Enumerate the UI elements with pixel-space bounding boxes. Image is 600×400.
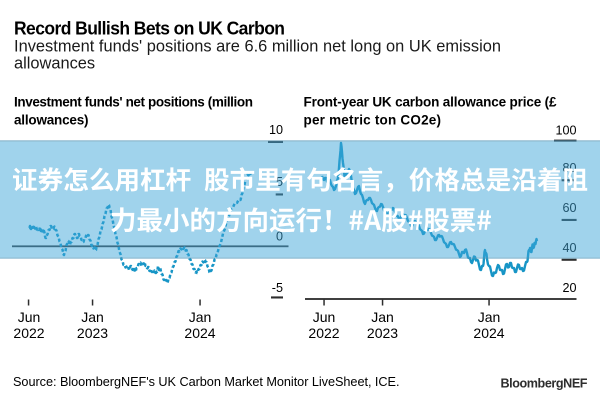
svg-text:2023: 2023 <box>367 325 398 341</box>
svg-text:Source: BloombergNEF's UK Carb: Source: BloombergNEF's UK Carbon Market … <box>13 375 400 389</box>
svg-text:allowances): allowances) <box>14 113 89 128</box>
svg-text:Jun: Jun <box>18 309 41 325</box>
svg-text:10: 10 <box>269 123 283 137</box>
svg-text:100: 100 <box>555 124 576 138</box>
svg-text:allowances: allowances <box>14 55 95 73</box>
svg-text:Investment funds' net position: Investment funds' net positions (million <box>14 94 253 109</box>
svg-text:2023: 2023 <box>77 325 108 341</box>
svg-text:Jan: Jan <box>189 309 212 325</box>
svg-text:Front-year UK carbon allowance: Front-year UK carbon allowance price (£ <box>304 94 557 109</box>
svg-text:Jun: Jun <box>313 309 336 325</box>
svg-text:2024: 2024 <box>473 325 504 341</box>
svg-text:20: 20 <box>562 281 576 295</box>
svg-text:Record Bullish Bets on UK Carb: Record Bullish Bets on UK Carbon <box>14 18 285 39</box>
svg-text:Jan: Jan <box>371 309 394 325</box>
svg-text:2022: 2022 <box>308 325 339 341</box>
svg-text:-5: -5 <box>272 281 283 295</box>
svg-text:Jan: Jan <box>81 309 104 325</box>
svg-text:60: 60 <box>562 201 576 215</box>
svg-text:2024: 2024 <box>184 325 215 341</box>
svg-text:Jan: Jan <box>478 309 501 325</box>
svg-text:2022: 2022 <box>13 325 44 341</box>
svg-text:40: 40 <box>562 241 576 255</box>
svg-text:BloombergNEF: BloombergNEF <box>501 376 588 390</box>
svg-text:5: 5 <box>276 175 283 189</box>
svg-text:Investment funds' positions ar: Investment funds' positions are 6.6 mill… <box>14 38 501 56</box>
svg-text:0: 0 <box>276 229 283 243</box>
svg-text:per metric ton CO2e): per metric ton CO2e) <box>304 113 442 128</box>
